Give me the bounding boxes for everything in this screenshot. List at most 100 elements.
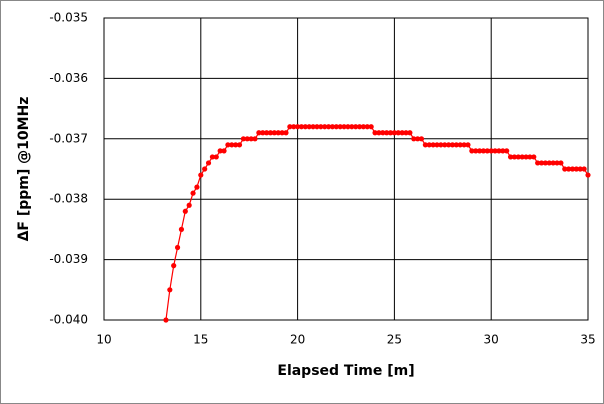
data-point: [562, 166, 568, 172]
data-point: [295, 124, 301, 130]
x-tick-label: 10: [96, 333, 111, 347]
data-point: [519, 154, 525, 160]
y-tick-label: -0.038: [49, 192, 88, 206]
data-point: [264, 130, 270, 136]
data-point: [496, 148, 502, 154]
data-point: [221, 148, 227, 154]
data-point: [167, 287, 173, 293]
data-point: [531, 154, 537, 160]
data-point: [577, 166, 583, 172]
data-point: [325, 124, 332, 130]
data-point: [252, 136, 258, 142]
data-point: [465, 142, 471, 148]
data-point: [368, 124, 374, 130]
data-point: [469, 148, 475, 154]
x-tick-label: 15: [193, 333, 208, 347]
data-point: [438, 142, 444, 148]
x-tick-label: 25: [387, 333, 402, 347]
data-point: [558, 160, 564, 166]
data-point: [476, 148, 483, 154]
data-point: [233, 142, 239, 148]
data-point: [202, 166, 208, 172]
data-point: [174, 244, 181, 251]
data-point: [279, 130, 285, 136]
data-point: [240, 136, 246, 142]
data-point: [217, 148, 223, 154]
data-point: [198, 172, 204, 178]
data-point: [236, 142, 243, 148]
data-point: [395, 130, 401, 136]
data-point: [449, 142, 456, 148]
data-point: [209, 154, 216, 160]
data-point: [446, 142, 452, 148]
data-point: [411, 136, 417, 142]
data-point: [407, 130, 413, 136]
data-point: [473, 148, 479, 154]
data-point: [163, 317, 169, 323]
data-point: [550, 160, 556, 166]
x-axis-title: Elapsed Time [m]: [277, 363, 414, 379]
data-point: [333, 124, 339, 130]
data-point: [461, 142, 467, 148]
data-point: [364, 124, 370, 130]
y-tick-label: -0.036: [49, 71, 88, 85]
data-point: [345, 124, 351, 130]
data-point: [523, 154, 529, 160]
data-point: [298, 124, 305, 130]
data-point: [418, 136, 425, 142]
data-point: [271, 130, 277, 136]
data-point: [430, 142, 436, 148]
data-point: [569, 166, 576, 172]
data-point: [376, 130, 382, 136]
y-tick-label: -0.035: [49, 11, 88, 25]
data-point: [260, 130, 266, 136]
data-point: [244, 136, 250, 142]
data-point: [275, 130, 281, 136]
data-point: [457, 142, 463, 148]
data-point: [329, 124, 336, 130]
data-point: [306, 124, 312, 130]
data-point: [182, 208, 188, 214]
data-point: [384, 130, 390, 136]
x-tick-label: 35: [580, 333, 595, 347]
data-point: [484, 148, 490, 154]
data-point: [341, 124, 347, 130]
data-point: [229, 142, 235, 148]
data-point: [527, 154, 533, 160]
data-point: [480, 148, 487, 154]
data-point: [225, 142, 231, 148]
data-point: [573, 166, 579, 172]
data-point: [500, 148, 506, 154]
data-point: [535, 160, 541, 166]
data-point: [542, 160, 549, 166]
data-point: [287, 124, 293, 130]
x-tick-label: 30: [484, 333, 499, 347]
plot-area: [103, 17, 589, 321]
data-point: [538, 160, 545, 166]
data-point: [337, 124, 343, 130]
data-point: [453, 142, 459, 148]
data-point: [399, 130, 405, 136]
data-point: [322, 124, 328, 130]
y-axis-title: ΔF [ppm] @10MHz: [16, 97, 32, 242]
data-point: [511, 154, 518, 160]
data-point: [372, 130, 378, 136]
data-point: [186, 202, 192, 208]
data-point: [492, 148, 498, 154]
data-point: [302, 124, 308, 130]
data-point: [178, 226, 185, 232]
data-point: [205, 160, 212, 166]
data-point: [442, 142, 448, 148]
y-tick-label: -0.040: [49, 313, 88, 327]
data-point: [171, 263, 177, 269]
y-tick-label: -0.039: [49, 252, 88, 266]
data-point: [546, 160, 552, 166]
data-point: [515, 154, 521, 160]
data-point: [248, 136, 254, 142]
data-point: [318, 124, 324, 130]
data-point: [504, 148, 510, 154]
data-point: [267, 130, 274, 136]
data-point: [387, 130, 394, 136]
